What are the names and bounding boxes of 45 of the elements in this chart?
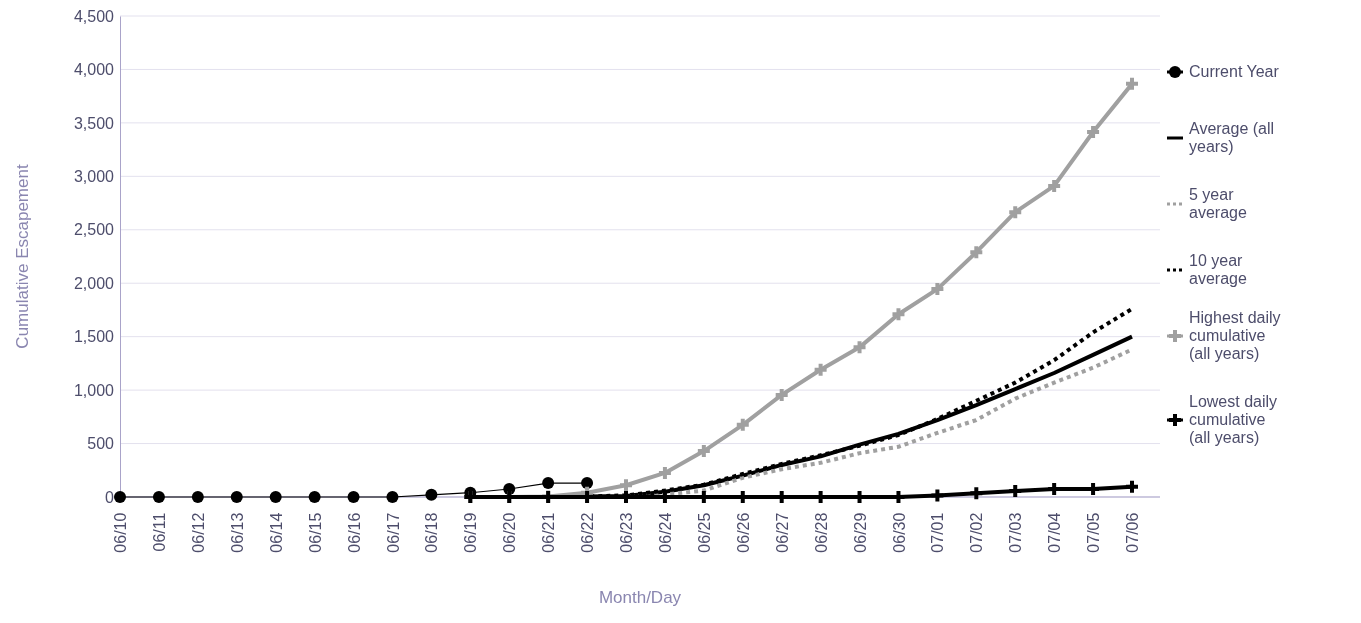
- x-tick-label: 06/19: [462, 512, 480, 553]
- y-tick-label: 4,500: [73, 7, 115, 25]
- x-tick-label: 06/26: [734, 512, 752, 553]
- x-tick-label: 06/29: [851, 512, 869, 553]
- x-tick-label: 06/28: [812, 512, 830, 553]
- legend-label: Average (all years): [1189, 120, 1275, 155]
- y-tick-label: 0: [105, 488, 115, 506]
- legend-label: 10 year average: [1189, 252, 1247, 287]
- x-tick-label: 07/05: [1085, 512, 1103, 553]
- x-tick-label: 06/21: [540, 512, 558, 553]
- x-tick-label: 06/12: [189, 512, 207, 553]
- x-tick-label: 06/22: [579, 512, 597, 553]
- y-tick-label: 500: [87, 435, 115, 453]
- x-tick-label: 06/17: [384, 512, 402, 553]
- x-tick-label: 06/24: [657, 512, 675, 553]
- x-tick-label: 06/11: [151, 512, 169, 552]
- y-tick-label: 1,000: [73, 381, 115, 399]
- x-tick-label: 06/18: [423, 512, 441, 553]
- x-tick-label: 07/06: [1124, 512, 1142, 553]
- x-tick-label: 07/03: [1007, 512, 1025, 553]
- x-tick-label: 07/04: [1046, 512, 1064, 553]
- y-axis-title: Cumulative Escapement: [13, 164, 32, 349]
- x-tick-label: 06/10: [112, 512, 130, 553]
- x-tick-label: 06/27: [773, 512, 791, 553]
- x-tick-label: 06/20: [501, 512, 519, 553]
- y-tick-label: 2,500: [73, 221, 115, 239]
- x-tick-label: 06/16: [345, 512, 363, 553]
- y-tick-label: 4,000: [73, 61, 115, 79]
- x-tick-label: 06/23: [618, 512, 636, 553]
- x-tick-label: 07/01: [929, 512, 947, 553]
- y-tick-label: 1,500: [73, 328, 115, 346]
- y-tick-label: 2,000: [73, 274, 115, 292]
- legend-label: 5 year average: [1189, 186, 1247, 221]
- x-axis-title: Month/Day: [598, 588, 682, 607]
- legend-label: Lowest daily cumulative (all years): [1189, 393, 1278, 446]
- x-tick-label: 07/02: [968, 512, 986, 553]
- x-tick-label: 06/15: [306, 512, 324, 553]
- legend-label: Current Year: [1189, 63, 1280, 80]
- legend-label: Highest daily cumulative (all years): [1189, 309, 1281, 362]
- x-tick-label: 06/14: [267, 512, 285, 553]
- y-tick-label: 3,000: [73, 167, 115, 185]
- y-tick-label: 3,500: [73, 114, 115, 132]
- x-tick-label: 06/30: [890, 512, 908, 553]
- x-tick-label: 06/25: [695, 512, 713, 553]
- x-tick-label: 06/13: [228, 512, 246, 553]
